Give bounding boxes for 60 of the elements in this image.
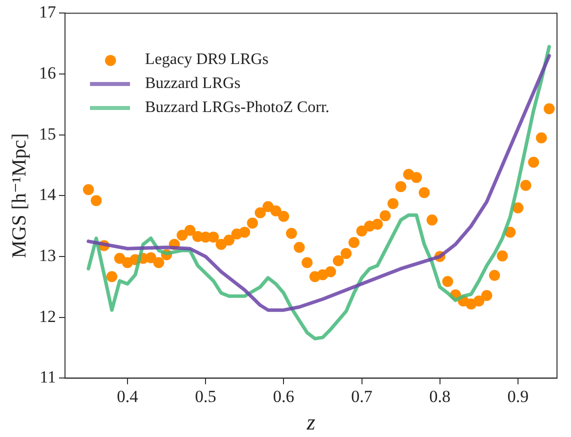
y-tick-label: 13 bbox=[39, 246, 56, 265]
y-axis-title: MGS [h⁻¹Mpc] bbox=[8, 133, 30, 258]
point bbox=[512, 202, 524, 214]
y-tick-label: 15 bbox=[39, 124, 56, 144]
y-tick-label: 17 bbox=[39, 2, 56, 22]
point bbox=[496, 250, 508, 262]
point bbox=[388, 198, 398, 210]
point bbox=[372, 218, 383, 230]
legend-label: Legacy DR9 LRGs bbox=[145, 51, 269, 70]
legend-label: Buzzard LRGs bbox=[145, 75, 241, 94]
x-tick-label: 0.7 bbox=[351, 386, 373, 406]
point bbox=[325, 266, 336, 278]
legend-label: Buzzard LRGs-PhotoZ Corr. bbox=[145, 99, 330, 118]
point bbox=[481, 290, 492, 301]
point bbox=[348, 237, 360, 248]
point bbox=[473, 295, 484, 306]
y-tick-label: 16 bbox=[39, 64, 56, 82]
point bbox=[380, 210, 391, 222]
point bbox=[418, 187, 430, 198]
point bbox=[356, 225, 368, 236]
y-tick-label: 14 bbox=[39, 185, 56, 204]
point bbox=[176, 230, 188, 241]
point bbox=[246, 218, 258, 229]
point bbox=[410, 172, 422, 183]
x-tick-label: 0.8 bbox=[429, 386, 450, 406]
point bbox=[536, 132, 547, 144]
point bbox=[426, 214, 438, 226]
x-tick-label: 0.9 bbox=[507, 386, 529, 406]
point bbox=[145, 252, 156, 264]
point bbox=[278, 210, 290, 222]
point bbox=[208, 232, 219, 243]
point bbox=[395, 181, 406, 192]
point bbox=[294, 242, 305, 253]
point bbox=[442, 276, 454, 287]
x-tick-label: 0.6 bbox=[273, 386, 294, 406]
point bbox=[239, 226, 250, 238]
point bbox=[489, 270, 500, 281]
point bbox=[216, 238, 227, 250]
x-axis-title: z bbox=[306, 410, 316, 435]
y-tick-label: 11 bbox=[40, 368, 56, 387]
point bbox=[270, 205, 282, 216]
point bbox=[332, 255, 344, 266]
point bbox=[286, 228, 297, 239]
point bbox=[184, 224, 196, 236]
point bbox=[114, 252, 126, 264]
point bbox=[254, 207, 266, 218]
x-tick-label: 0.4 bbox=[116, 386, 139, 406]
point bbox=[528, 156, 540, 168]
point bbox=[340, 248, 352, 259]
point bbox=[520, 180, 532, 191]
point bbox=[82, 184, 94, 196]
x-tick-label: 0.5 bbox=[194, 386, 216, 406]
point bbox=[302, 257, 313, 268]
point bbox=[106, 271, 118, 282]
point bbox=[544, 103, 555, 114]
point bbox=[224, 234, 234, 246]
point bbox=[262, 201, 274, 212]
point bbox=[153, 257, 164, 268]
y-tick-label: 12 bbox=[39, 306, 56, 326]
point bbox=[90, 195, 102, 206]
